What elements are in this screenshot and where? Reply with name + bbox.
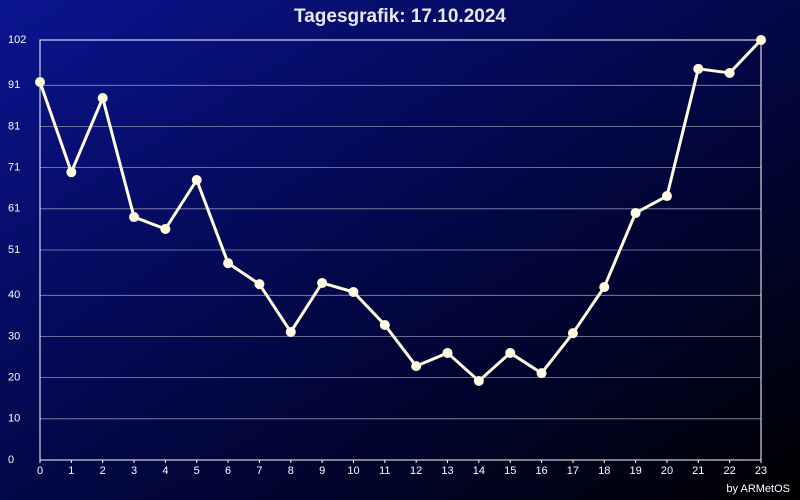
- y-tick-label: 0: [8, 454, 14, 466]
- point: [191, 175, 202, 185]
- point: [473, 375, 484, 386]
- point: [160, 224, 171, 234]
- x-tick-label: 14: [473, 465, 485, 477]
- point: [379, 319, 390, 330]
- point: [348, 287, 359, 297]
- point: [599, 282, 610, 293]
- x-tick-label: 16: [535, 465, 547, 477]
- y-tick-label: 30: [8, 330, 20, 342]
- point: [724, 67, 735, 78]
- y-tick-label: 102: [8, 34, 26, 46]
- x-tick-label: 21: [692, 465, 704, 477]
- x-tick-label: 20: [661, 465, 673, 477]
- point: [285, 326, 296, 337]
- point: [254, 279, 265, 290]
- chart-title: Tagesgrafik: 17.10.2024: [294, 6, 506, 27]
- x-tick-label: 5: [194, 465, 200, 477]
- x-tick-label: 22: [724, 465, 736, 477]
- x-tick-label: 1: [68, 465, 74, 477]
- x-tick-label: 8: [288, 465, 294, 477]
- y-tick-label: 61: [8, 203, 20, 215]
- point: [35, 77, 45, 87]
- x-tick-label: 15: [504, 465, 516, 477]
- point: [567, 328, 578, 339]
- x-tick-label: 7: [256, 465, 262, 477]
- point: [66, 167, 77, 178]
- point: [505, 347, 516, 358]
- y-tick-label: 51: [8, 244, 20, 256]
- x-tick-label: 11: [379, 465, 390, 477]
- x-tick-label: 9: [319, 465, 325, 477]
- y-tick-label: 10: [8, 413, 20, 425]
- point: [693, 63, 704, 74]
- y-tick-label: 20: [8, 372, 20, 384]
- point: [442, 347, 453, 358]
- y-tick-label: 91: [8, 79, 20, 91]
- x-tick-label: 0: [37, 465, 43, 477]
- x-tick-label: 10: [347, 465, 359, 477]
- x-tick-label: 19: [629, 465, 641, 477]
- y-tick-label: 71: [8, 162, 20, 174]
- x-tick-label: 17: [567, 465, 579, 477]
- line: [38, 38, 763, 383]
- x-tick-label: 23: [755, 465, 767, 477]
- plot-frame: [39, 39, 762, 461]
- point: [536, 368, 547, 379]
- x-tick-label: 12: [410, 465, 422, 477]
- point: [317, 277, 328, 288]
- x-tick-label: 13: [441, 465, 453, 477]
- x-tick-label: 18: [598, 465, 610, 477]
- x-tick-label: 3: [131, 465, 137, 477]
- point: [661, 191, 672, 202]
- y-tick-label: 81: [8, 120, 20, 132]
- point: [97, 93, 108, 104]
- point: [411, 361, 422, 372]
- point: [223, 258, 234, 269]
- point: [129, 212, 140, 223]
- point: [756, 35, 766, 45]
- y-tick-label: 40: [8, 289, 20, 301]
- x-tick-label: 6: [225, 465, 231, 477]
- credit: by ARMetOS: [726, 483, 790, 495]
- x-tick-label: 2: [100, 465, 106, 477]
- point: [630, 207, 641, 218]
- x-tick-label: 4: [162, 465, 168, 477]
